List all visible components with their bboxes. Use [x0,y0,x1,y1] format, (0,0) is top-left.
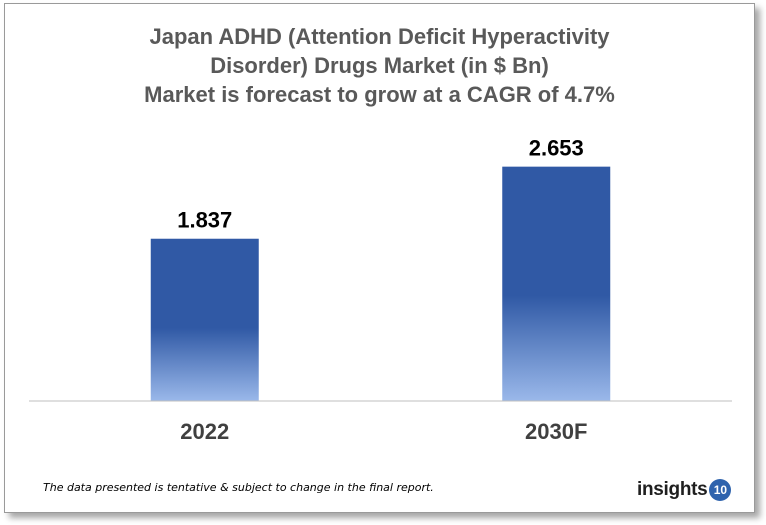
insights10-logo: insights 10 [637,478,732,502]
logo-number-badge: 10 [709,479,732,501]
bar-2030f [502,166,611,401]
title-line-1: Japan ADHD (Attention Deficit Hyperactiv… [149,24,610,49]
title-line-3: Market is forecast to grow at a CAGR of … [144,82,615,107]
bar-2022 [150,238,259,401]
logo-text: insights [637,479,708,500]
title-line-2: Disorder) Drugs Market (in $ Bn) [210,53,549,78]
x-tick-label-2030f: 2030F [525,419,587,444]
footnote: The data presented is tentative & subjec… [43,481,434,494]
data-label-2030f: 2.653 [529,136,584,161]
x-tick-label-2022: 2022 [180,419,229,444]
bar-chart: 1.837 2022 2.653 2030F [29,136,732,444]
chart-title: Japan ADHD (Attention Deficit Hyperactiv… [5,22,754,109]
chart-frame: Japan ADHD (Attention Deficit Hyperactiv… [4,3,755,513]
data-label-2022: 1.837 [177,208,232,233]
